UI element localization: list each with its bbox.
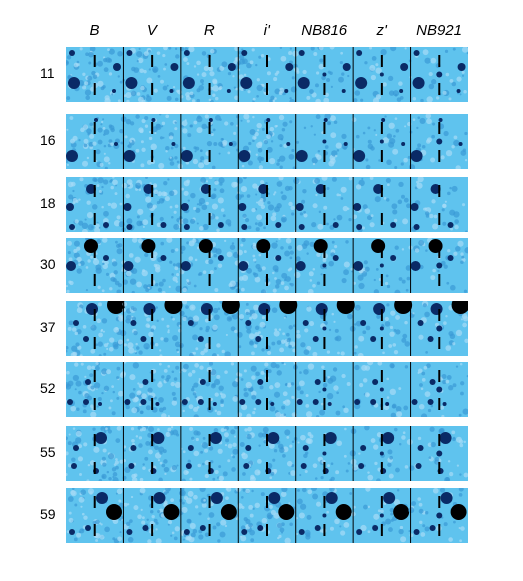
band-label: V	[146, 22, 157, 39]
stamp-cell	[295, 362, 351, 417]
object-id-label: 59	[40, 506, 56, 522]
stamp-cell	[352, 238, 413, 293]
stamp-cell	[408, 488, 467, 543]
stamp-cell	[122, 47, 183, 102]
stamp-cell	[293, 177, 353, 232]
object-id-label: 30	[40, 256, 56, 272]
stamp-cell	[293, 47, 351, 102]
stamp-strip	[66, 114, 468, 169]
stamp-cell	[352, 47, 412, 102]
stamp-cell	[120, 114, 183, 169]
stamp-cell	[408, 114, 468, 169]
band-label: z'	[376, 22, 387, 39]
stamp-cell	[179, 177, 240, 232]
object-id-label: 11	[40, 65, 55, 81]
stamp-cell	[237, 426, 298, 481]
stamp-cell	[66, 177, 125, 232]
stamp-cell	[66, 238, 124, 293]
stamp-cell	[294, 238, 354, 293]
stamp-cell	[350, 426, 413, 481]
stamp-cell	[66, 47, 123, 102]
stamp-cell	[179, 362, 241, 417]
stamp-strip	[66, 362, 468, 417]
stamp-cell	[180, 114, 240, 169]
band-label: NB921	[416, 22, 462, 39]
stamp-cell	[237, 114, 297, 169]
stamp-cell	[410, 177, 468, 232]
band-label: B	[89, 22, 100, 39]
stamp-cell	[235, 177, 297, 232]
object-id-label: 37	[40, 319, 56, 335]
stamp-cell	[122, 488, 184, 543]
stamp-cell	[351, 114, 412, 169]
stamp-cell	[66, 426, 124, 481]
stamp-cell	[180, 426, 239, 481]
stamp-cell	[121, 177, 183, 232]
stamp-cell	[120, 362, 182, 417]
stamp-strip	[66, 238, 468, 293]
stamp-strip	[66, 177, 468, 232]
stamp-cell	[352, 362, 409, 417]
stamp-cell	[236, 301, 298, 356]
band-label: i'	[263, 22, 270, 39]
stamp-cell	[66, 488, 125, 543]
stamp-cell	[295, 488, 353, 543]
stamp-cell	[352, 301, 413, 356]
stamp-cell	[178, 301, 240, 356]
stamp-cell	[121, 238, 183, 293]
stamp-cell	[237, 238, 294, 293]
stamp-cell	[295, 301, 356, 356]
object-id-label: 55	[40, 444, 56, 460]
stamp-cell	[295, 426, 356, 481]
object-id-label: 16	[40, 132, 56, 148]
object-id-label: 18	[40, 195, 56, 211]
stamp-cell	[409, 238, 468, 293]
stamp-cell	[351, 488, 411, 543]
stamp-cell	[122, 301, 183, 356]
stamp-cell	[410, 362, 468, 417]
stamp-cell	[179, 47, 241, 102]
stamp-cell	[295, 114, 348, 169]
band-label: R	[203, 22, 215, 39]
band-label: NB816	[301, 22, 348, 39]
stamp-cell	[409, 301, 468, 356]
stamp-strip	[66, 426, 468, 481]
stamp-cell	[409, 47, 468, 102]
stamp-strip	[66, 47, 468, 102]
stamp-cell	[237, 362, 298, 417]
stamp-cell	[66, 301, 127, 356]
stamp-cell	[235, 488, 296, 543]
stamp-cell	[66, 116, 124, 169]
stamp-strip	[66, 301, 468, 356]
stamp-cell	[352, 177, 411, 232]
stamp-cell	[66, 362, 126, 417]
object-id-label: 52	[40, 380, 56, 396]
stamp-cell	[409, 426, 468, 481]
stamp-strip	[66, 488, 468, 543]
stamp-cell	[122, 426, 180, 481]
stamp-cell	[236, 47, 299, 102]
